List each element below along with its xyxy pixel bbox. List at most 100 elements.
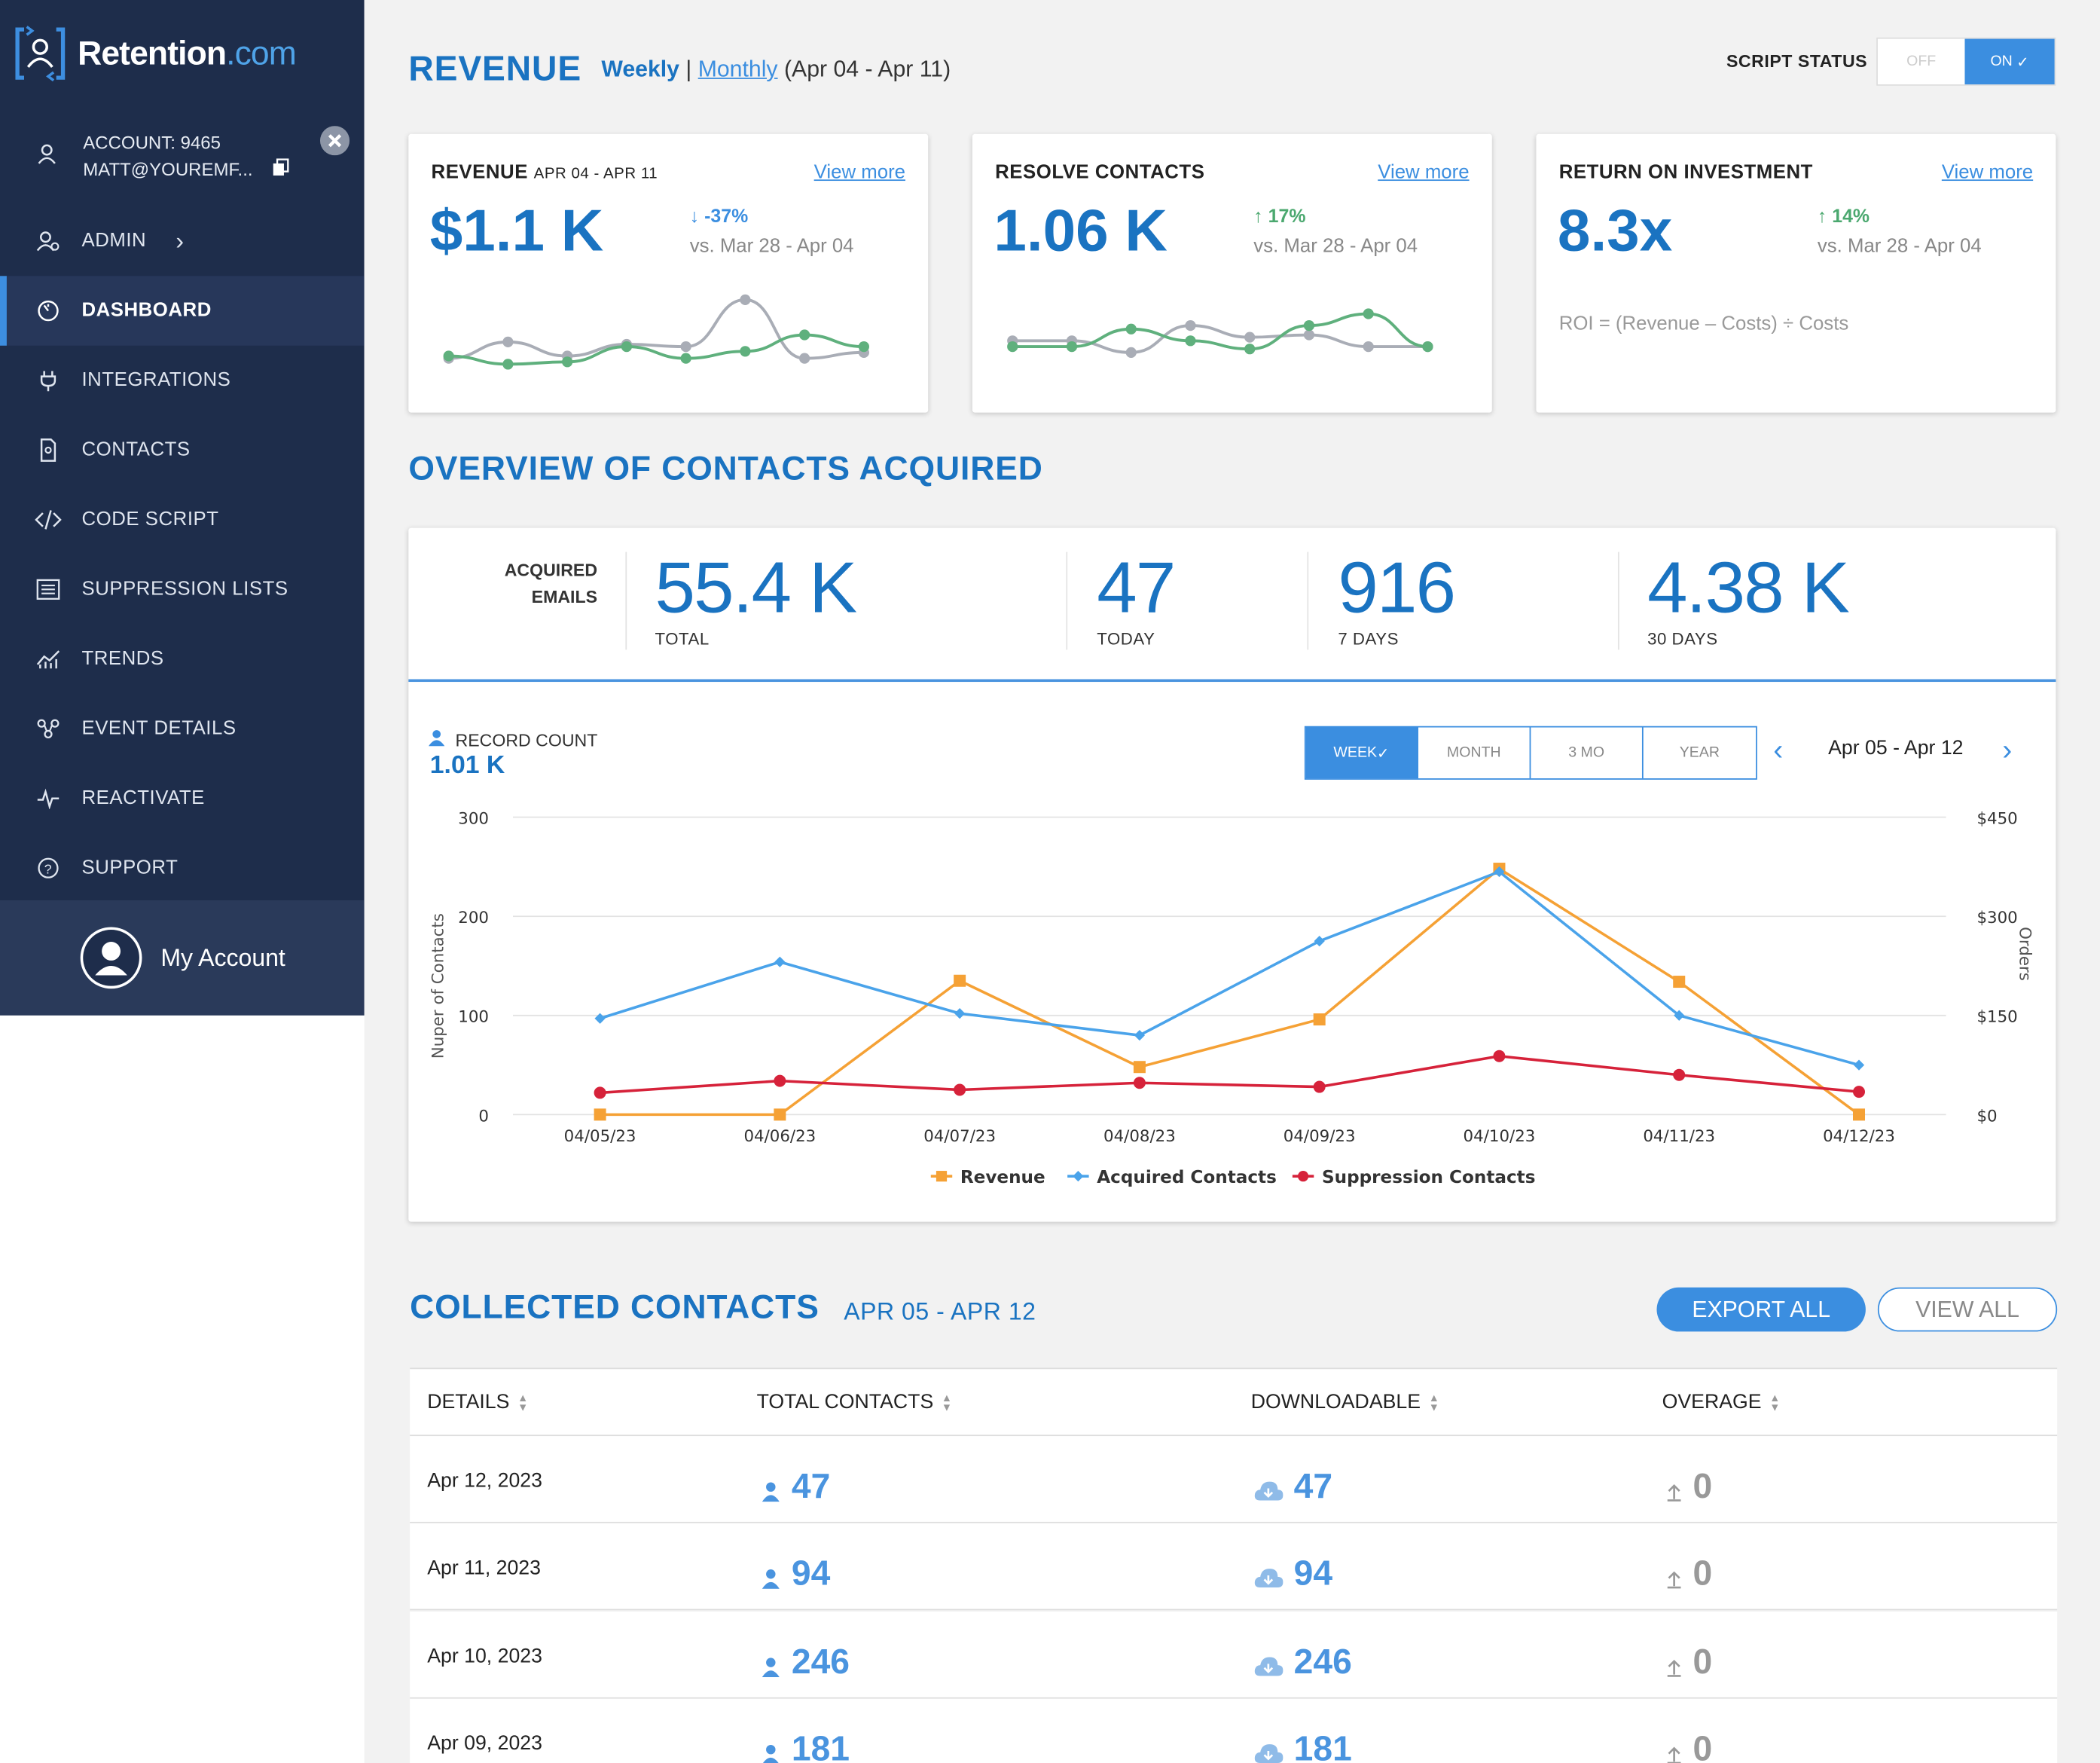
view-more-link[interactable]: View more <box>1378 162 1470 184</box>
sparkline-point <box>1303 329 1315 341</box>
sparkline-point <box>1125 347 1137 358</box>
range-3mo[interactable]: 3 MO <box>1531 727 1644 779</box>
data-point <box>1853 1108 1866 1121</box>
acquired-emails-label: ACQUIRED EMAILS <box>462 558 597 611</box>
data-point <box>1314 936 1325 947</box>
sidebar-item-admin[interactable]: ADMIN › <box>0 206 365 276</box>
script-status-toggle[interactable]: OFF ON ✓ <box>1876 37 2056 86</box>
weekly-toggle[interactable]: Weekly <box>601 56 679 82</box>
sparkline-point <box>562 356 573 368</box>
downloadable-cell[interactable]: 246 <box>1253 1636 1352 1686</box>
table-header: DETAILS ▲ ▼ TOTAL CONTACTS ▲ ▼ DOWNLOADABLE ▲… <box>410 1367 2058 1437</box>
total-value: 94 <box>791 1553 831 1593</box>
row-date: Apr 11, 2023 <box>427 1557 541 1580</box>
cloud-download-icon <box>1253 1470 1284 1511</box>
y2-tick-label: $150 <box>1976 1008 2017 1027</box>
column-downloadable[interactable]: DOWNLOADABLE ▲ ▼ <box>1251 1391 1439 1413</box>
sort-icon: ▲ ▼ <box>941 1391 953 1413</box>
sidebar-item-label: SUPPRESSION LISTS <box>81 579 288 600</box>
roi-formula: ROI = (Revenue – Costs) ÷ Costs <box>1558 313 1849 335</box>
sidebar-item-trends[interactable]: TRENDS <box>0 625 365 694</box>
view-all-button[interactable]: VIEW ALL <box>1877 1287 2058 1332</box>
data-point <box>954 1083 966 1096</box>
roi-delta: ↑ 14% <box>1818 205 1870 226</box>
delta-value: 14% <box>1832 205 1870 227</box>
my-account-button[interactable]: My Account <box>0 900 365 1016</box>
record-count-value: 1.01 K <box>429 751 505 780</box>
close-icon[interactable] <box>319 126 350 162</box>
card-title: RETURN ON INVESTMENT <box>1558 162 1813 184</box>
overage-value: 0 <box>1693 1553 1713 1593</box>
roi-value: 8.3x <box>1557 198 1673 264</box>
data-point <box>1853 1086 1866 1098</box>
data-point <box>1673 976 1686 988</box>
sidebar-item-reactivate[interactable]: REACTIVATE <box>0 764 365 833</box>
monthly-toggle[interactable]: Monthly <box>697 56 778 82</box>
sparkline-point <box>1422 341 1433 353</box>
downloadable-cell[interactable]: 47 <box>1253 1462 1332 1511</box>
chevron-right-icon[interactable]: › <box>2002 732 2013 767</box>
sparkline-current <box>448 333 864 366</box>
column-details[interactable]: DETAILS ▲ ▼ <box>427 1391 528 1413</box>
sidebar-item-contacts[interactable]: CONTACTS <box>0 415 365 484</box>
collected-range: APR 05 - APR 12 <box>844 1297 1036 1325</box>
off-option[interactable]: OFF <box>1906 53 1937 70</box>
legend-label: Revenue <box>960 1168 1045 1187</box>
x-tick-label: 04/09/23 <box>1284 1127 1356 1146</box>
brand-logo[interactable]: Retention.com <box>0 0 365 107</box>
x-tick-label: 04/07/23 <box>923 1127 996 1146</box>
range-year[interactable]: YEAR <box>1679 744 1720 761</box>
sparkline-point <box>740 294 751 305</box>
x-tick-label: 04/08/23 <box>1103 1127 1176 1146</box>
export-all-button[interactable]: EXPORT ALL <box>1656 1287 1866 1332</box>
chevron-right-icon: › <box>176 227 185 254</box>
sparkline-point <box>1363 341 1374 353</box>
table-row: Apr 09, 2023 181 181 0 <box>410 1698 2058 1763</box>
code-icon <box>35 506 62 533</box>
view-more-link[interactable]: View more <box>813 162 905 184</box>
contacts-icon <box>35 437 62 464</box>
x-tick-label: 04/10/23 <box>1464 1127 1536 1146</box>
series-line <box>600 869 1860 1067</box>
column-label: TOTAL CONTACTS <box>756 1390 934 1413</box>
y2-axis-label: Orders <box>2015 927 2034 981</box>
comparison-range: vs. Mar 28 - Apr 04 <box>1253 235 1418 258</box>
stat-label: TOTAL <box>655 629 710 649</box>
sidebar-item-dashboard[interactable]: DASHBOARD <box>0 276 365 346</box>
sidebar-item-event-details[interactable]: EVENT DETAILS <box>0 694 365 763</box>
account-icon <box>35 142 59 173</box>
stat-today: 47 TODAY <box>1097 546 1176 648</box>
downloadable-cell[interactable]: 94 <box>1253 1549 1332 1599</box>
sort-icon: ▲ ▼ <box>1769 1391 1781 1413</box>
brand-suffix: .com <box>226 34 297 72</box>
column-overage[interactable]: OVERAGE ▲ ▼ <box>1662 1391 1781 1413</box>
data-point <box>1133 1061 1146 1074</box>
view-more-link[interactable]: View more <box>1941 162 2034 184</box>
sidebar-item-support[interactable]: ? SUPPORT <box>0 833 365 903</box>
sidebar-item-integrations[interactable]: INTEGRATIONS <box>0 346 365 415</box>
downloadable-cell[interactable]: 181 <box>1253 1724 1352 1763</box>
acquired-stats: ACQUIRED EMAILS 55.4 K TOTAL 47 TODAY 916 7… <box>408 528 2056 683</box>
y-tick-label: 0 <box>478 1107 489 1126</box>
column-total-contacts[interactable]: TOTAL CONTACTS ▲ ▼ <box>757 1391 952 1413</box>
total-contacts-cell: 181 <box>761 1724 850 1763</box>
range-month[interactable]: MONTH <box>1418 727 1531 779</box>
my-account-label: My Account <box>160 943 285 971</box>
x-tick-label: 04/06/23 <box>743 1127 816 1146</box>
copy-icon[interactable] <box>272 158 291 184</box>
y-tick-label: 200 <box>458 909 489 927</box>
chevron-left-icon[interactable]: ‹ <box>1773 732 1784 767</box>
data-point <box>954 974 966 987</box>
total-contacts-cell: 94 <box>761 1549 830 1599</box>
sparkline-previous <box>1012 324 1428 354</box>
sparkline-point <box>1244 332 1256 343</box>
legend-label: Suppression Contacts <box>1322 1168 1535 1187</box>
sidebar-item-label: SUPPORT <box>81 857 179 879</box>
avatar <box>80 927 142 989</box>
sidebar-item-suppression-lists[interactable]: SUPPRESSION LISTS <box>0 555 365 624</box>
range-week[interactable]: WEEK ✓ <box>1305 727 1419 779</box>
on-option[interactable]: ON ✓ <box>1964 38 2055 85</box>
arrow-up-icon: ↑ <box>1253 205 1263 227</box>
record-count-label: RECORD COUNT <box>428 729 597 750</box>
sidebar-item-code-script[interactable]: CODE SCRIPT <box>0 485 365 555</box>
